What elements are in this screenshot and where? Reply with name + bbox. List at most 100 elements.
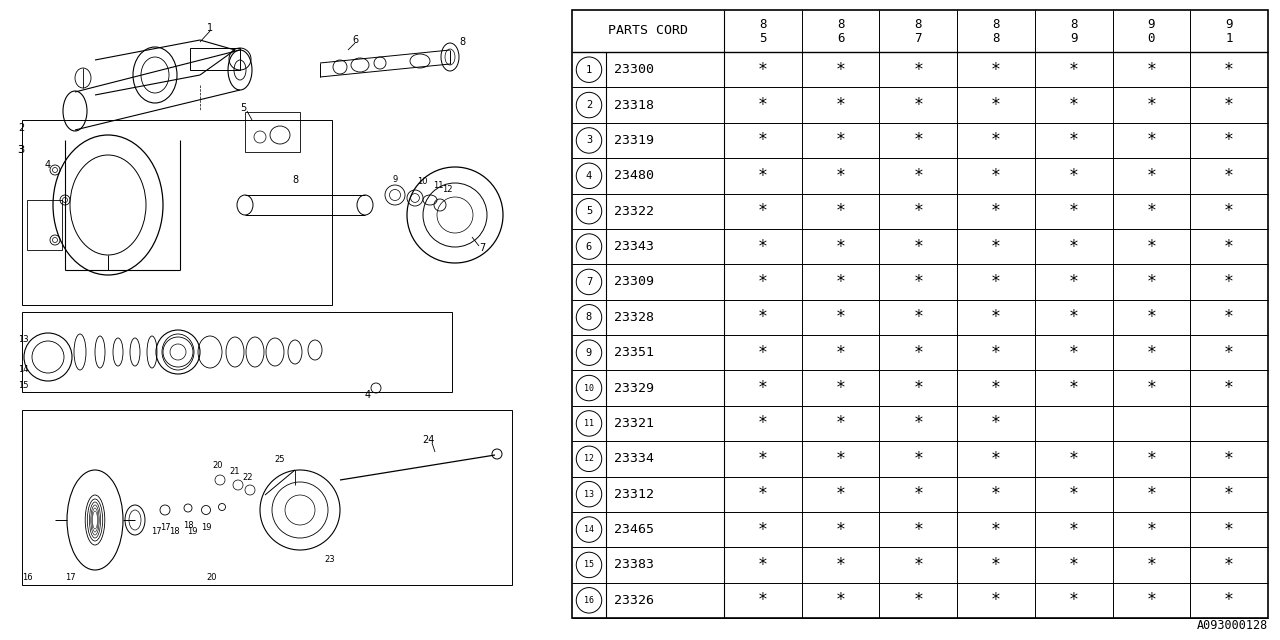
Text: 2: 2 [18, 123, 24, 133]
Text: 9: 9 [1148, 17, 1155, 31]
Text: 1: 1 [207, 23, 212, 33]
Text: *: * [1069, 556, 1079, 574]
Text: *: * [758, 96, 768, 114]
Text: *: * [991, 202, 1001, 220]
Bar [22, 410, 512, 585]
Text: *: * [1069, 273, 1079, 291]
Text: *: * [758, 415, 768, 433]
Text: *: * [1147, 344, 1156, 362]
Text: 0: 0 [1148, 31, 1155, 45]
Text: 5: 5 [239, 103, 246, 113]
Text: *: * [914, 379, 923, 397]
Text: *: * [758, 202, 768, 220]
Text: 17: 17 [160, 524, 170, 532]
Text: *: * [1224, 344, 1234, 362]
Text: *: * [991, 167, 1001, 185]
Text: *: * [1224, 61, 1234, 79]
Text: *: * [914, 415, 923, 433]
Text: *: * [1069, 131, 1079, 149]
Text: 8: 8 [1070, 17, 1078, 31]
Text: *: * [1224, 379, 1234, 397]
Text: *: * [1147, 202, 1156, 220]
Text: *: * [914, 344, 923, 362]
Text: 4: 4 [365, 390, 371, 400]
Text: *: * [836, 237, 846, 255]
Text: 10: 10 [417, 177, 428, 186]
Text: 9: 9 [1070, 31, 1078, 45]
Bar [189, 48, 241, 70]
Text: 6: 6 [837, 31, 845, 45]
Text: *: * [1069, 237, 1079, 255]
Text: *: * [836, 96, 846, 114]
Text: 15: 15 [18, 381, 28, 390]
Text: *: * [991, 344, 1001, 362]
Text: *: * [1147, 520, 1156, 539]
Text: 23318: 23318 [614, 99, 654, 111]
Text: 8: 8 [992, 17, 1000, 31]
Bar [22, 312, 452, 392]
Text: *: * [1147, 379, 1156, 397]
Text: *: * [914, 61, 923, 79]
Text: *: * [1147, 556, 1156, 574]
Text: *: * [914, 485, 923, 503]
Text: *: * [758, 591, 768, 609]
Text: *: * [836, 167, 846, 185]
Text: *: * [991, 556, 1001, 574]
Text: *: * [914, 273, 923, 291]
Text: 6: 6 [352, 35, 358, 45]
Text: 23300: 23300 [614, 63, 654, 76]
Text: *: * [1069, 520, 1079, 539]
Text: *: * [1224, 131, 1234, 149]
Text: *: * [1147, 450, 1156, 468]
Text: 23312: 23312 [614, 488, 654, 500]
Text: 7: 7 [914, 31, 922, 45]
Text: *: * [1147, 61, 1156, 79]
Text: *: * [991, 379, 1001, 397]
Text: 22: 22 [243, 474, 253, 483]
Text: 5: 5 [586, 206, 593, 216]
Text: 8: 8 [837, 17, 845, 31]
Text: 12: 12 [442, 186, 452, 195]
Text: 8: 8 [292, 175, 298, 185]
Text: *: * [1147, 96, 1156, 114]
Text: 23321: 23321 [614, 417, 654, 430]
Text: 23322: 23322 [614, 205, 654, 218]
Text: *: * [836, 556, 846, 574]
Text: *: * [1224, 202, 1234, 220]
Text: *: * [991, 96, 1001, 114]
Text: 8: 8 [586, 312, 593, 323]
Text: 6: 6 [586, 241, 593, 252]
Text: 21: 21 [229, 467, 241, 477]
Text: PARTS CORD: PARTS CORD [608, 24, 689, 38]
Text: 9: 9 [393, 175, 398, 184]
Text: *: * [836, 61, 846, 79]
Text: *: * [758, 131, 768, 149]
Text: *: * [991, 131, 1001, 149]
Text: 11: 11 [433, 180, 443, 189]
Text: 23480: 23480 [614, 170, 654, 182]
Text: 3: 3 [586, 136, 593, 145]
Text: *: * [836, 591, 846, 609]
Text: 20: 20 [212, 461, 223, 470]
Text: 13: 13 [18, 335, 28, 344]
Text: *: * [914, 167, 923, 185]
Text: 23351: 23351 [614, 346, 654, 359]
Text: *: * [1224, 450, 1234, 468]
Text: *: * [1069, 485, 1079, 503]
Text: *: * [1147, 167, 1156, 185]
Text: *: * [1069, 308, 1079, 326]
Text: 3: 3 [17, 145, 23, 155]
Text: *: * [914, 556, 923, 574]
Text: 2: 2 [586, 100, 593, 110]
Text: *: * [758, 61, 768, 79]
Text: 12: 12 [584, 454, 594, 463]
Text: *: * [1069, 379, 1079, 397]
Text: 19: 19 [187, 527, 197, 536]
Text: *: * [914, 96, 923, 114]
Text: 14: 14 [18, 365, 28, 374]
Text: *: * [914, 237, 923, 255]
Text: *: * [836, 415, 846, 433]
Text: 23328: 23328 [614, 311, 654, 324]
Text: 7: 7 [586, 277, 593, 287]
Text: *: * [758, 167, 768, 185]
